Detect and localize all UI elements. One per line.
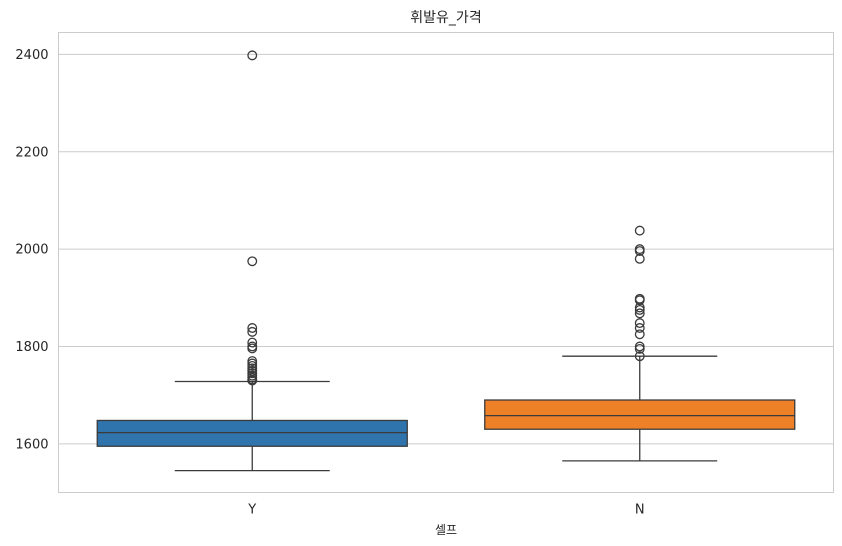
flier-Y-1 (247, 256, 258, 267)
flier-N-0 (634, 225, 645, 236)
box-group-Y (96, 50, 408, 472)
box-N (484, 399, 796, 430)
plot-frame (58, 32, 834, 493)
flier-N-13 (634, 343, 645, 354)
y-tick-label-2000: 2000 (15, 243, 48, 258)
flier-N-3 (634, 253, 645, 264)
flier-N-5 (634, 295, 645, 306)
chart-title: 휘발유_가격 (410, 10, 481, 26)
box-group-N (484, 225, 796, 462)
flier-Y-16 (247, 375, 258, 386)
x-axis-label: 셀프 (435, 523, 457, 537)
grid-lines (58, 53, 834, 445)
x-tick-label-Y: Y (247, 503, 256, 518)
flier-N-7 (634, 305, 645, 315)
box-Y (96, 419, 408, 447)
y-tick-label-2400: 2400 (15, 48, 48, 63)
flier-Y-2 (247, 323, 258, 333)
flier-N-9 (634, 318, 645, 329)
flier-Y-6 (247, 343, 258, 354)
y-tick-label-1600: 1600 (15, 437, 48, 452)
x-tick-label-N: N (635, 503, 645, 518)
box-layer (96, 50, 796, 472)
flier-N-8 (634, 308, 645, 319)
flier-Y-3 (247, 326, 258, 337)
y-tick-label-1800: 1800 (15, 340, 48, 355)
flier-N-11 (634, 329, 645, 340)
flier-N-2 (634, 246, 645, 257)
y-tick-labels: 1600 1800 2000 2200 2400 (15, 48, 48, 452)
flier-N-10 (634, 323, 645, 333)
flier-Y-0 (247, 50, 258, 61)
flier-Y-4 (247, 337, 258, 348)
y-tick-label-2200: 2200 (15, 145, 48, 160)
flier-N-14 (634, 351, 645, 362)
